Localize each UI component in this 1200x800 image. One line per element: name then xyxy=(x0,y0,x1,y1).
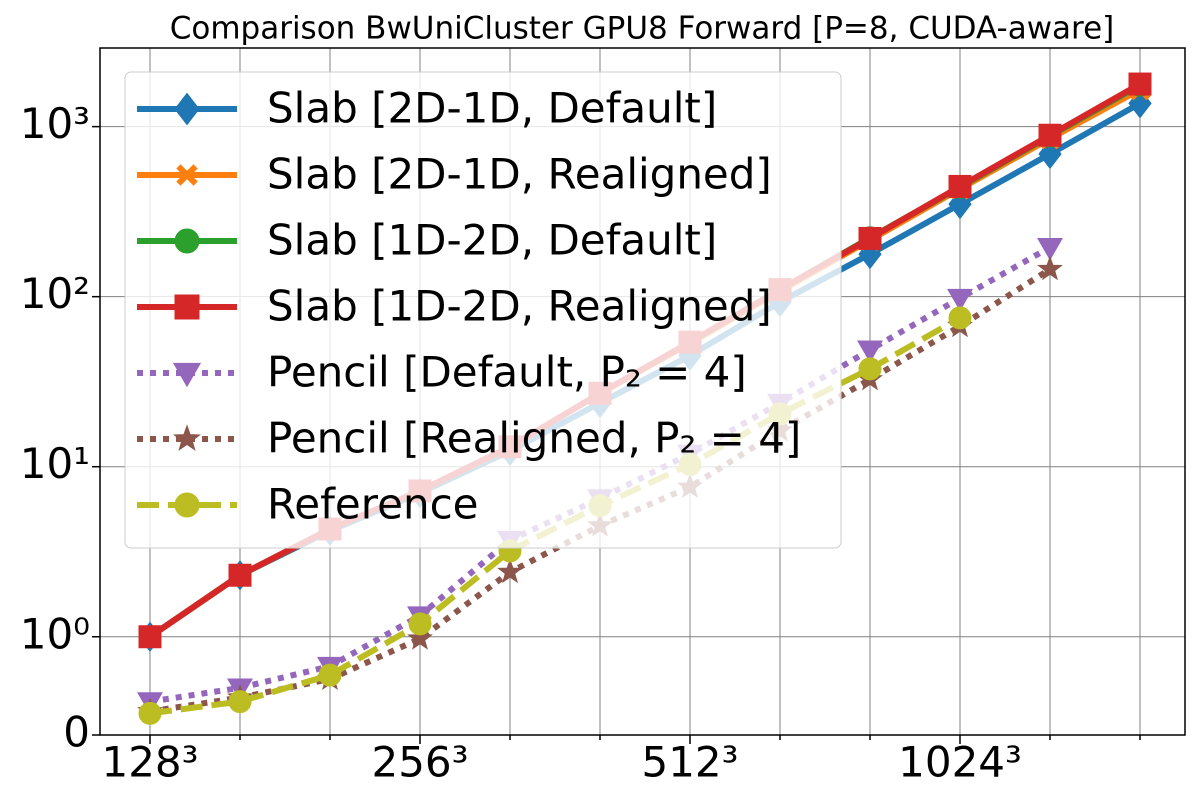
legend-label: Slab [1D-2D, Realigned] xyxy=(267,282,772,331)
x-tick-label: 256³ xyxy=(371,738,468,787)
marker xyxy=(173,424,201,451)
marker xyxy=(138,625,162,649)
marker xyxy=(948,306,972,330)
marker xyxy=(948,174,972,198)
legend-label: Slab [1D-2D, Default] xyxy=(267,216,717,265)
legend-label: Pencil [Realigned, P₂ = 4] xyxy=(267,414,801,463)
marker xyxy=(857,340,883,363)
marker xyxy=(1037,238,1063,261)
y-tick-label: 10⁰ xyxy=(20,609,90,658)
y-tick-label: 10³ xyxy=(20,99,90,148)
legend: Slab [2D-1D, Default] Slab [2D-1D, Realig… xyxy=(124,71,842,549)
marker xyxy=(1038,123,1062,147)
marker xyxy=(174,228,200,254)
x-tick-label: 512³ xyxy=(641,738,738,787)
marker xyxy=(1128,72,1152,96)
y-tick-label: 0 xyxy=(63,708,90,757)
marker xyxy=(174,294,200,320)
chart-title: Comparison BwUniCluster GPU8 Forward [P=… xyxy=(170,11,1115,47)
legend-label: Pencil [Default, P₂ = 4] xyxy=(267,348,747,397)
marker xyxy=(408,612,432,636)
marker xyxy=(176,164,198,186)
marker xyxy=(172,362,202,388)
marker xyxy=(947,288,973,312)
marker xyxy=(497,558,523,584)
plot-frame xyxy=(99,47,1186,736)
legend-label: Slab [2D-1D, Default] xyxy=(267,84,717,133)
legend-label: Slab [2D-1D, Realigned] xyxy=(267,150,772,199)
marker xyxy=(407,625,433,650)
marker xyxy=(138,701,162,725)
marker xyxy=(228,563,252,587)
marker xyxy=(174,492,200,518)
marker xyxy=(174,92,200,126)
legend-label: Reference xyxy=(267,480,479,529)
legend-box xyxy=(124,71,842,549)
marker xyxy=(228,690,252,714)
marker xyxy=(1037,255,1063,281)
marker xyxy=(858,226,882,250)
marker xyxy=(858,357,882,381)
y-tick-label: 10² xyxy=(20,269,90,318)
marker xyxy=(318,663,342,687)
x-tick-label: 1024³ xyxy=(898,738,1022,787)
x-tick-label: 128³ xyxy=(101,738,198,787)
y-tick-label: 10¹ xyxy=(20,439,90,488)
series-line xyxy=(149,244,1052,705)
